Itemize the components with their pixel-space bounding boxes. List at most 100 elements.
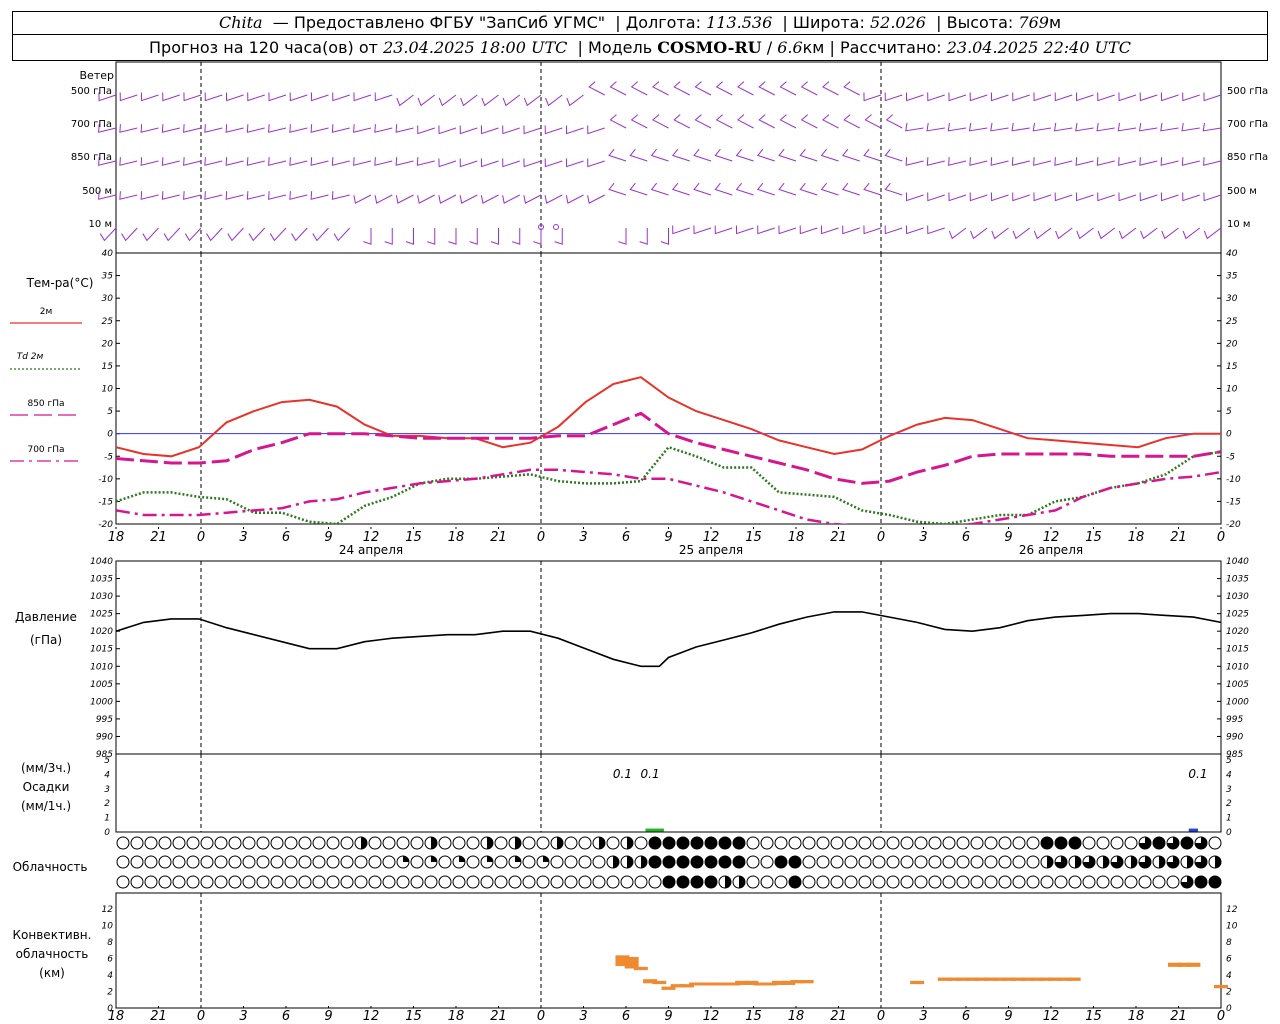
wind-barb <box>1075 192 1094 202</box>
cloud-symbol <box>606 875 620 889</box>
cloud-symbol <box>928 855 942 869</box>
cloud-symbol <box>1110 875 1124 889</box>
cloud-symbol <box>116 875 130 889</box>
cloud-circle <box>956 875 970 889</box>
cloud-circle <box>172 875 186 889</box>
cloud-symbol <box>774 836 788 850</box>
wind-barb <box>417 194 435 204</box>
prec-ytick-right: 5 <box>1226 756 1232 766</box>
wind-barb <box>1182 227 1201 240</box>
wind-barb <box>268 191 287 200</box>
cloud-circle <box>788 836 802 850</box>
wind-barb <box>331 157 350 166</box>
precip-bar <box>1188 828 1198 832</box>
top-hour-label: 18 <box>108 530 125 545</box>
wind-barb <box>587 194 605 204</box>
cloud-circle <box>256 875 270 889</box>
cloud-symbol <box>536 836 550 850</box>
cloud-circle <box>270 836 284 850</box>
top-hour-label: 0 <box>1217 530 1225 545</box>
wind-barb <box>1053 122 1073 132</box>
cloud-symbol <box>746 855 760 869</box>
cloud-symbol <box>760 855 774 869</box>
precip-panel-frame <box>115 753 1222 833</box>
cloud-symbol <box>1194 855 1208 869</box>
wind-level-label-right: 850 гПа <box>1227 152 1268 163</box>
cloud-symbol <box>704 875 718 889</box>
convective-segment <box>1002 977 1017 981</box>
bottom-hour-label: 3 <box>239 1009 247 1024</box>
wind-barb <box>799 148 818 162</box>
cloud-circle <box>452 836 466 850</box>
cloud-circle <box>438 855 452 869</box>
wind-barb <box>735 225 754 235</box>
alt-unit: м <box>1048 13 1062 32</box>
wind-barb <box>905 92 924 102</box>
cloud-symbol <box>564 875 578 889</box>
cloud-circle <box>144 875 158 889</box>
wind-barb <box>310 157 329 166</box>
prec-ytick-left: 5 <box>104 756 110 766</box>
cloud-circle <box>172 855 186 869</box>
wind-barb <box>948 192 967 202</box>
wind-barb <box>778 225 797 235</box>
temp-legend-label: 700 гПа <box>27 445 64 455</box>
cloud-circle <box>1124 836 1138 850</box>
cloud-symbol <box>802 836 816 850</box>
cloud-circle <box>942 875 956 889</box>
pres-ytick-left: 1005 <box>90 680 113 690</box>
wind-barb <box>843 114 860 129</box>
cloud-symbol <box>130 855 144 869</box>
wind-barb <box>843 81 860 96</box>
wind-barb <box>246 124 265 133</box>
top-hour-label: 9 <box>324 530 332 545</box>
cloud-circle <box>928 875 942 889</box>
cloud-symbol <box>116 855 130 869</box>
wind-barb <box>544 194 563 204</box>
wind-barb <box>609 114 627 129</box>
wind-barb <box>885 114 903 129</box>
wind-barb <box>204 124 223 133</box>
precip-value-label: 0.1 <box>613 767 632 781</box>
wind-barb <box>1033 227 1052 240</box>
top-hour-label: 12 <box>1043 530 1060 545</box>
cloud-symbol <box>956 836 970 850</box>
temp-ytick-left: 15 <box>102 362 114 372</box>
wind-level-label-right: 10 м <box>1227 219 1250 230</box>
convective-segment <box>1011 977 1026 981</box>
wind-barb <box>630 81 648 96</box>
cloud-circle <box>256 855 270 869</box>
wind-barb <box>884 182 903 196</box>
convective-segment <box>965 977 980 981</box>
cloud-symbol <box>466 875 480 889</box>
pres-ytick-left: 990 <box>96 732 113 742</box>
cloud-symbol <box>144 875 158 889</box>
cloud-fill <box>641 856 647 868</box>
cloud-symbol <box>872 836 886 850</box>
convective-segment <box>698 982 713 986</box>
wind-barb <box>289 157 308 166</box>
cloud-circle <box>760 855 774 869</box>
wind-barb <box>1012 92 1030 102</box>
cloud-circle <box>144 855 158 869</box>
wind-barb <box>163 227 181 242</box>
cloud-symbol <box>928 836 942 850</box>
wind-barb <box>863 92 882 102</box>
precip-value-label: 0.1 <box>1188 767 1207 781</box>
cloud-symbol <box>186 836 200 850</box>
bottom-hour-label: 21 <box>830 1009 847 1024</box>
convective-segment <box>1214 984 1228 989</box>
cloud-circle <box>900 875 914 889</box>
cloud-symbol <box>1012 855 1026 869</box>
cloud-fill <box>431 837 437 849</box>
wind-barb <box>225 92 244 102</box>
cloud-circle <box>970 836 984 850</box>
cloud-circle <box>746 836 760 850</box>
cloud-circle <box>116 836 130 850</box>
wind-barb <box>1011 122 1030 132</box>
cloud-circle <box>130 875 144 889</box>
cloud-symbol <box>508 836 522 850</box>
cloud-circle <box>354 855 368 869</box>
cloud-circle <box>340 855 354 869</box>
wind-barb <box>523 94 542 107</box>
